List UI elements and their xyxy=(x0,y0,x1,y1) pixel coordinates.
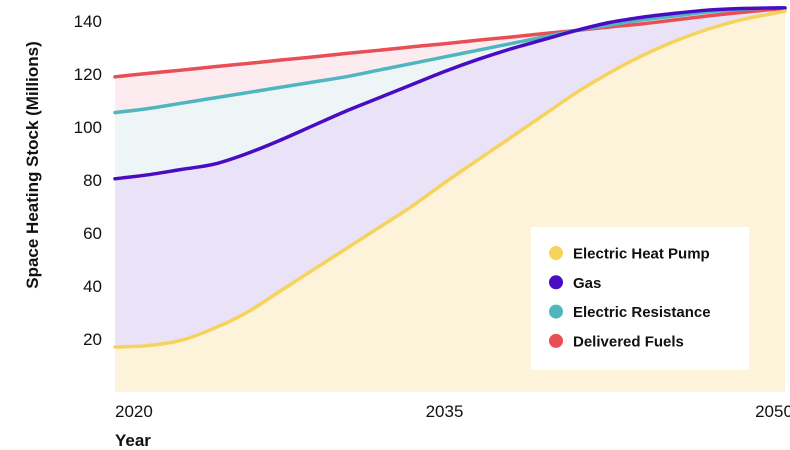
y-tick-label: 120 xyxy=(74,65,102,84)
area-electric-resistance xyxy=(115,7,785,179)
legend-box xyxy=(531,227,749,370)
x-axis-title: Year xyxy=(115,431,151,450)
legend-swatch-gas xyxy=(549,275,563,290)
y-tick-label: 20 xyxy=(83,330,102,349)
legend-label-gas: Gas xyxy=(573,275,601,292)
y-tick-label: 60 xyxy=(83,224,102,243)
legend: Electric Heat Pump Gas Electric Resistance… xyxy=(531,227,749,370)
y-tick-label: 80 xyxy=(83,171,102,190)
line-electric-heat-pump xyxy=(113,9,787,349)
y-axis-title: Space Heating Stock (Millions) xyxy=(23,41,42,289)
legend-swatch-electric-resistance xyxy=(549,304,563,319)
line-electric-resistance xyxy=(113,6,787,115)
legend-label-delivered-fuels: Delivered Fuels xyxy=(573,333,684,350)
legend-swatch-delivered-fuels xyxy=(549,333,563,348)
legend-label-electric-resistance: Electric Resistance xyxy=(573,304,711,321)
y-tick-label: 140 xyxy=(74,12,102,31)
legend-swatch-electric-heat-pump xyxy=(549,246,563,260)
x-tick-label: 2035 xyxy=(426,402,464,421)
y-tick-labels: 20 40 60 80 100 120 140 xyxy=(74,12,102,349)
x-tick-label: 2050 xyxy=(755,402,790,421)
x-tick-labels: 2020 2035 2050 xyxy=(115,402,790,421)
legend-label-electric-heat-pump: Electric Heat Pump xyxy=(573,246,710,263)
line-delivered-fuels xyxy=(113,6,787,79)
y-tick-label: 40 xyxy=(83,277,102,296)
x-tick-label: 2020 xyxy=(115,402,153,421)
line-gas xyxy=(113,6,787,181)
series-lines xyxy=(113,6,787,349)
y-tick-label: 100 xyxy=(74,118,102,137)
